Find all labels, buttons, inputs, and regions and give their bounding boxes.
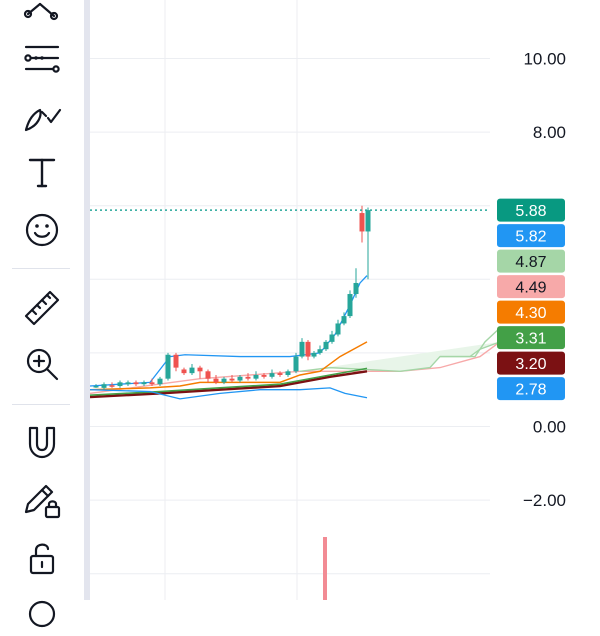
candle-down <box>149 382 155 385</box>
unlock-tool-icon[interactable] <box>20 536 64 580</box>
candle-up <box>165 354 171 379</box>
more-tools-icon[interactable] <box>20 592 64 636</box>
price-badge-label: 3.20 <box>515 356 546 373</box>
price-badge <box>497 275 565 299</box>
chart-grid <box>90 0 490 600</box>
price-badge <box>497 300 565 324</box>
candle-down <box>213 378 219 383</box>
candle-up <box>323 341 329 350</box>
price-badge <box>497 326 565 350</box>
price-badge-label: 2.78 <box>515 382 546 399</box>
candle-up <box>285 371 291 375</box>
candle-up <box>341 316 347 324</box>
drawing-toolbar <box>0 0 84 628</box>
price-badge-label: 5.88 <box>515 203 546 220</box>
candle-down <box>277 373 283 375</box>
price-badge-label: 4.87 <box>515 254 546 271</box>
price-badge <box>497 224 565 248</box>
price-axis-label: 10.00 <box>523 50 566 69</box>
fib-retracement-tool-icon[interactable] <box>20 36 64 80</box>
price-badge <box>497 351 565 375</box>
candle-up <box>117 382 123 387</box>
chart-plot-area <box>90 205 501 600</box>
candle-up <box>293 356 299 372</box>
band-lower-line <box>90 387 368 400</box>
price-badge <box>497 377 565 401</box>
candle-up <box>93 386 99 388</box>
price-axis-label: −2.00 <box>523 491 566 510</box>
candle-down <box>261 374 267 377</box>
volume-bar <box>323 537 327 600</box>
candle-up <box>237 376 243 381</box>
candle-up <box>221 378 227 383</box>
candle-down <box>133 382 139 385</box>
cloud-leading-span-b <box>440 327 501 358</box>
candle-up <box>189 367 195 374</box>
candle-up <box>141 382 147 385</box>
zoom-in-tool-icon[interactable] <box>20 342 64 386</box>
candle-up <box>347 294 353 317</box>
ruler-tool-icon[interactable] <box>20 286 64 330</box>
toolbar-divider <box>12 268 70 269</box>
lock-drawings-tool-icon[interactable] <box>20 478 64 522</box>
price-axis-label: 0.00 <box>533 418 566 437</box>
magnet-tool-icon[interactable] <box>20 420 64 464</box>
trend-line-tool-icon[interactable] <box>20 0 64 26</box>
candle-up <box>253 374 259 379</box>
candle-up <box>311 352 317 357</box>
candle-up <box>299 341 305 357</box>
price-badge-label: 3.31 <box>515 331 546 348</box>
candle-down <box>109 385 115 387</box>
ma-green-line <box>90 367 368 397</box>
price-badge-label: 5.82 <box>515 229 546 246</box>
candle-up <box>157 378 163 385</box>
ma-dark-red-line <box>90 370 368 399</box>
candle-down <box>229 378 235 381</box>
candle-up <box>101 384 107 388</box>
price-scale-badges: 5.88 5.82 4.87 4.49 4.30 3.31 3.20 2.78 <box>497 198 565 401</box>
price-badge-label: 4.49 <box>515 280 546 297</box>
price-badge-label: 4.30 <box>515 305 546 322</box>
price-badge <box>497 249 565 273</box>
candle-up <box>365 210 371 232</box>
price-axis-label: 8.00 <box>533 123 566 142</box>
candle-up <box>329 334 335 342</box>
candle-down <box>245 376 251 379</box>
candle-down <box>359 213 365 232</box>
candle-up <box>353 282 359 295</box>
price-axis[interactable]: 12.0010.008.000.00−2.00 <box>523 0 566 511</box>
candle-up <box>125 382 131 385</box>
candle-up <box>335 323 341 335</box>
brush-tool-icon[interactable] <box>20 94 64 138</box>
candle-up <box>317 349 323 353</box>
candle-down <box>305 341 311 357</box>
candle-up <box>269 373 275 377</box>
candle-down <box>181 369 187 374</box>
text-tool-icon[interactable] <box>20 150 64 194</box>
price-chart[interactable]: 12.0010.008.000.00−2.00 5.885.824.874.49… <box>90 0 600 600</box>
candle-down <box>197 367 203 372</box>
candle-down <box>173 354 179 368</box>
price-badge <box>497 198 565 222</box>
ma-orange-line <box>90 341 368 391</box>
emoji-tool-icon[interactable] <box>20 208 64 252</box>
toolbar-divider <box>12 404 70 405</box>
band-upper-line <box>90 275 368 387</box>
candle-down <box>205 371 211 379</box>
toolbar-scroll-edge[interactable] <box>84 0 90 600</box>
